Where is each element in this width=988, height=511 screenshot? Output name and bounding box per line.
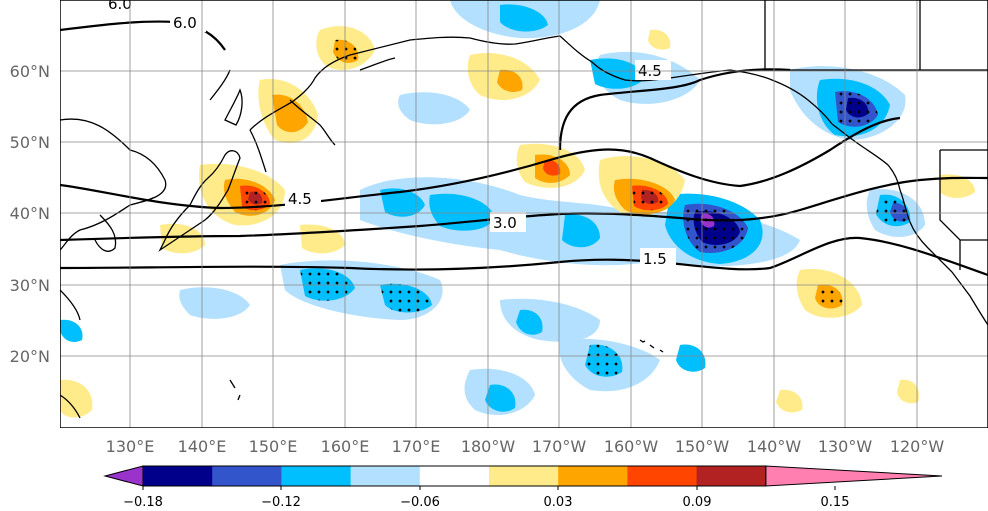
colorbar: −0.18 −0.12 −0.06 0.03 0.09 0.15	[103, 465, 943, 510]
lon-label: 140°E	[178, 437, 227, 456]
lon-label: 140°W	[747, 437, 802, 456]
colorbar-segment	[419, 466, 490, 486]
colorbar-segment	[627, 466, 698, 486]
contour-label: 3.0	[493, 214, 517, 232]
colorbar-segment	[212, 466, 282, 486]
lon-label: 160°E	[321, 437, 370, 456]
contour-label: 1.5	[643, 250, 667, 268]
lon-label: 130°W	[818, 437, 873, 456]
contour-label: 6.0	[173, 14, 197, 32]
colorbar-extend-high	[765, 465, 943, 487]
colorbar-segment	[696, 466, 767, 486]
lat-label: 30°N	[10, 276, 50, 295]
colorbar-segments	[103, 465, 943, 487]
colorbar-segment	[558, 466, 628, 486]
colorbar-segment	[489, 466, 559, 486]
contour-label: 6.0	[108, 0, 132, 13]
colorbar-ticks	[142, 486, 836, 490]
lon-label: 180°W	[461, 437, 516, 456]
colorbar-segment	[281, 466, 352, 486]
lon-label: 120°W	[890, 437, 945, 456]
map-panel: 6.0 6.0 4.5 4.5 3.0 1.5	[60, 0, 988, 428]
lon-label: 130°E	[106, 437, 155, 456]
colorbar-tick-label: 0.09	[683, 495, 712, 510]
contour-label: 4.5	[288, 190, 312, 208]
lon-label: 150°W	[675, 437, 730, 456]
contour-labels: 6.0 6.0 4.5 4.5 3.0 1.5	[105, 0, 676, 268]
colorbar-segment	[350, 466, 421, 486]
latitude-labels: 60°N 50°N 40°N 30°N 20°N	[10, 62, 50, 366]
colorbar-tick-label: 0.15	[821, 495, 850, 510]
gridlines	[60, 0, 988, 428]
colorbar-tick-label: −0.18	[123, 495, 163, 510]
colorbar-tick-label: 0.03	[544, 495, 573, 510]
colorbar-border	[142, 465, 767, 487]
lon-label: 170°E	[392, 437, 441, 456]
colorbar-tick-label: −0.06	[400, 495, 440, 510]
lon-label: 150°E	[249, 437, 298, 456]
lat-label: 50°N	[10, 133, 50, 152]
longitude-labels: 130°E 140°E 150°E 160°E 170°E 180°W 170°…	[106, 437, 945, 456]
colorbar-extend-low	[103, 465, 144, 487]
lat-label: 60°N	[10, 62, 50, 81]
colorbar-tick-label: −0.12	[261, 495, 301, 510]
lon-label: 170°W	[532, 437, 587, 456]
lon-label: 160°W	[604, 437, 659, 456]
lat-label: 40°N	[10, 204, 50, 223]
colorbar-segment	[143, 466, 213, 486]
lat-label: 20°N	[10, 347, 50, 366]
